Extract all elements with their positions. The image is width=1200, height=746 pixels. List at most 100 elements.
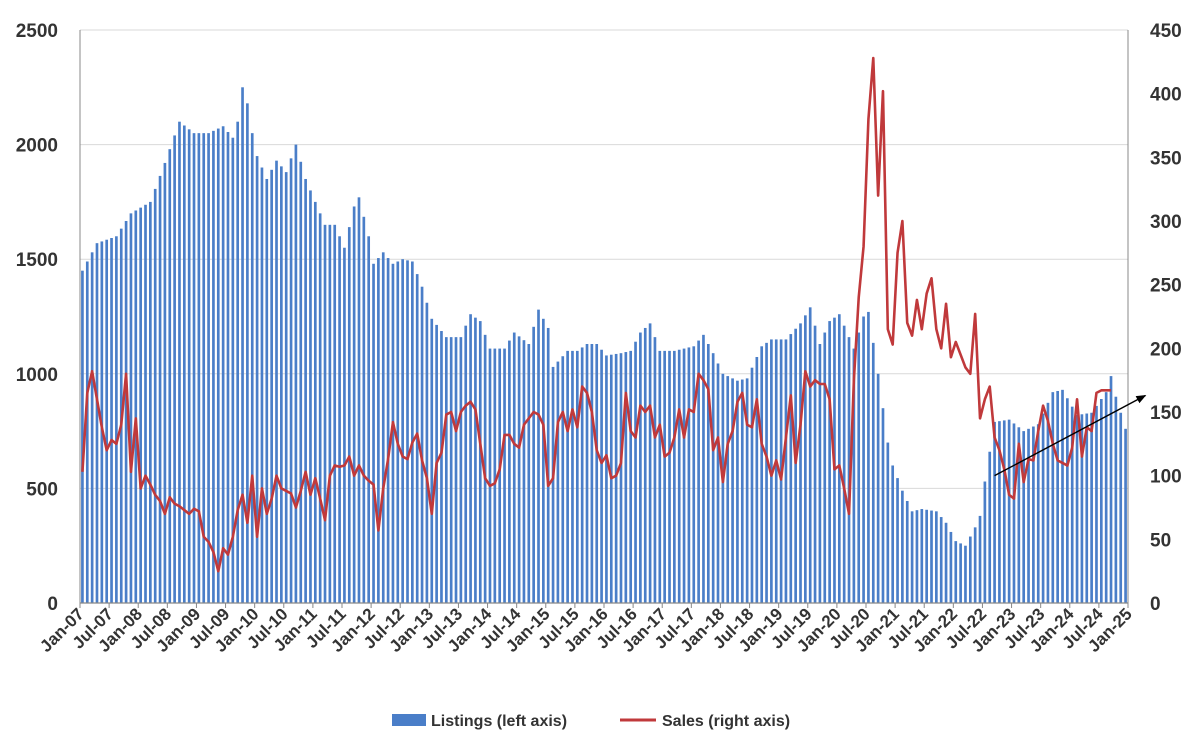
y-left-tick-label: 500 [26, 479, 58, 500]
listing-bar [192, 133, 196, 603]
listing-bar [896, 478, 899, 603]
legend-label-sales: Sales (right axis) [662, 713, 790, 730]
listing-bar [469, 314, 472, 603]
listing-bar [1095, 405, 1098, 603]
listing-bar [144, 204, 147, 603]
listing-bar [1109, 376, 1113, 603]
listing-bar [124, 221, 128, 603]
listing-bar [1114, 396, 1118, 603]
listing-bar [823, 332, 827, 603]
listing-bar [697, 340, 700, 603]
listing-bar [478, 321, 482, 603]
listing-bar [343, 247, 346, 604]
y-left-tick-label: 1000 [16, 365, 58, 386]
listing-bar [580, 347, 584, 603]
listing-bar [551, 366, 555, 603]
listing-bar [347, 227, 351, 604]
listing-bar [241, 87, 244, 604]
listing-bar [236, 121, 240, 604]
listing-bar [85, 261, 89, 603]
listing-bar [1070, 406, 1074, 603]
listing-bar [600, 349, 603, 603]
listing-bar [270, 169, 273, 603]
listing-bar [702, 334, 705, 603]
listing-bar [1099, 399, 1103, 603]
listing-bar [750, 367, 754, 603]
listing-bar [905, 501, 909, 603]
listing-bar [1051, 392, 1055, 603]
listing-bar [493, 348, 497, 603]
listing-bar [619, 353, 623, 603]
listing-bar [498, 348, 502, 603]
listing-bar [503, 348, 506, 603]
sales-line [81, 56, 1112, 573]
listing-bar [1022, 431, 1026, 603]
listing-bar [532, 326, 535, 603]
listing-bar [847, 337, 851, 603]
listing-bar [556, 361, 560, 603]
listing-bar [226, 131, 230, 604]
axes [79, 30, 1129, 608]
listing-bar [1027, 428, 1030, 603]
listing-bar [182, 125, 186, 603]
listing-bar [546, 327, 550, 603]
listing-bar [212, 130, 215, 603]
listing-bar [323, 224, 327, 603]
listing-bar [275, 160, 278, 603]
legend: Listings (left axis) Sales (right axis) [392, 713, 790, 730]
listing-bar [289, 158, 293, 603]
listing-bar [876, 373, 880, 603]
listing-bar [527, 344, 531, 603]
listing-bar [935, 511, 938, 603]
listing-bar [401, 259, 404, 603]
listing-bar [595, 344, 599, 603]
listing-bar [362, 216, 366, 604]
listing-bar [333, 224, 337, 603]
listing-bar [81, 270, 84, 603]
listing-bar [973, 527, 977, 603]
listing-bar [813, 325, 817, 603]
listing-bar [377, 258, 380, 603]
listing-bar [983, 481, 987, 603]
listing-bar [954, 541, 958, 603]
trend-arrow [994, 394, 1147, 477]
listing-bar [134, 210, 138, 604]
listing-bar [221, 126, 225, 603]
listing-bar [522, 340, 526, 603]
listing-bar [643, 327, 647, 603]
listing-bar [1085, 413, 1089, 603]
listing-bar [304, 178, 307, 604]
grid-layer [80, 29, 1128, 489]
y-right-tick-label: 200 [1150, 339, 1182, 360]
listing-bar [794, 328, 797, 603]
listing-bar [639, 332, 642, 603]
listing-bar [149, 201, 152, 603]
listing-bar [867, 311, 870, 603]
listing-bar [857, 332, 861, 603]
y-right-tick-label: 400 [1150, 85, 1182, 106]
listing-bar [1061, 389, 1064, 603]
listing-bar [231, 137, 235, 603]
listing-bar [842, 325, 846, 603]
listing-bar [512, 332, 516, 603]
listing-bar [1104, 392, 1108, 603]
listing-bar [391, 263, 395, 603]
listing-bar [459, 337, 463, 603]
y-left-tick-label: 1500 [16, 250, 58, 271]
y-right-tick-label: 250 [1150, 276, 1182, 297]
listing-bar [629, 350, 633, 603]
listing-bar [731, 378, 734, 603]
listing-bar [255, 156, 259, 603]
listing-bar [736, 380, 739, 603]
listing-bar [575, 350, 579, 603]
listing-bar [818, 344, 822, 603]
listing-bar [1002, 420, 1006, 603]
listing-bar [158, 175, 162, 604]
listing-bar [517, 336, 521, 603]
listing-bar [1036, 424, 1040, 603]
sales-line-layer [81, 56, 1112, 573]
y-left-tick-label: 2000 [16, 136, 58, 157]
listing-bar [454, 337, 458, 603]
listing-bar [692, 346, 696, 603]
